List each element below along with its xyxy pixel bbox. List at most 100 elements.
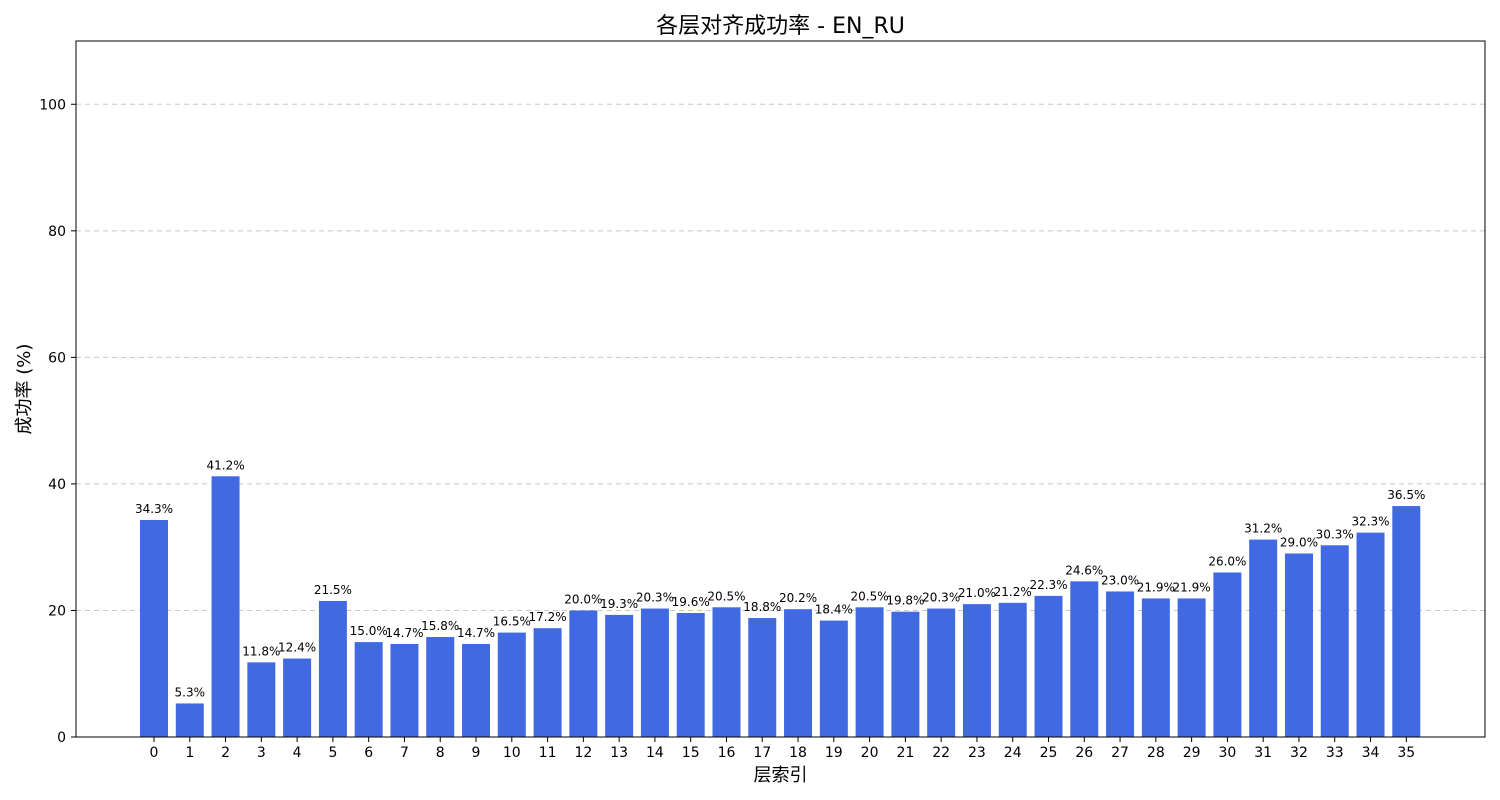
y-axis-label: 成功率 (%) xyxy=(14,344,35,435)
y-tick-label: 0 xyxy=(57,730,66,746)
bar-17 xyxy=(748,618,777,737)
data-label-10: 16.5% xyxy=(493,615,531,629)
data-label-15: 19.6% xyxy=(672,595,710,609)
x-tick-label-7: 7 xyxy=(400,745,409,761)
data-label-31: 31.2% xyxy=(1244,522,1282,536)
x-tick-label-12: 12 xyxy=(574,745,592,761)
x-tick-label-23: 23 xyxy=(968,745,986,761)
x-tick-label-25: 25 xyxy=(1040,745,1058,761)
bar-1 xyxy=(175,703,204,737)
bar-22 xyxy=(927,608,956,737)
x-tick-label-27: 27 xyxy=(1111,745,1129,761)
bar-31 xyxy=(1249,539,1278,737)
x-tick-label-26: 26 xyxy=(1075,745,1093,761)
data-label-35: 36.5% xyxy=(1387,488,1425,502)
data-label-12: 20.0% xyxy=(564,592,602,606)
x-tick-label-32: 32 xyxy=(1290,745,1308,761)
data-label-16: 20.5% xyxy=(707,589,745,603)
bar-11 xyxy=(533,628,562,737)
x-tick-label-4: 4 xyxy=(293,745,302,761)
x-tick-label-13: 13 xyxy=(610,745,628,761)
x-tick-label-33: 33 xyxy=(1326,745,1344,761)
bar-30 xyxy=(1213,572,1242,737)
x-tick-label-16: 16 xyxy=(718,745,736,761)
x-tick-label-3: 3 xyxy=(257,745,266,761)
x-tick-label-34: 34 xyxy=(1362,745,1380,761)
bar-24 xyxy=(998,602,1027,737)
bar-28 xyxy=(1141,598,1170,737)
data-label-27: 23.0% xyxy=(1101,573,1139,587)
data-label-17: 18.8% xyxy=(743,600,781,614)
data-label-25: 22.3% xyxy=(1029,578,1067,592)
data-label-2: 41.2% xyxy=(206,458,244,472)
bar-16 xyxy=(712,607,741,737)
data-label-3: 11.8% xyxy=(242,644,280,658)
x-tick-label-19: 19 xyxy=(825,745,843,761)
data-label-1: 5.3% xyxy=(175,685,206,699)
data-label-24: 21.2% xyxy=(994,585,1032,599)
bar-20 xyxy=(855,607,884,737)
y-tick-label: 40 xyxy=(48,477,66,493)
data-label-14: 20.3% xyxy=(636,591,674,605)
data-label-32: 29.0% xyxy=(1280,536,1318,550)
bar-23 xyxy=(962,604,991,737)
data-label-8: 15.8% xyxy=(421,619,459,633)
bar-0 xyxy=(140,519,168,737)
data-label-34: 32.3% xyxy=(1351,515,1389,529)
y-tick-label: 80 xyxy=(48,224,66,240)
data-label-19: 18.4% xyxy=(815,603,853,617)
data-label-13: 19.3% xyxy=(600,597,638,611)
bar-29 xyxy=(1177,598,1206,737)
data-label-33: 30.3% xyxy=(1316,527,1354,541)
bar-12 xyxy=(569,610,598,737)
x-tick-label-31: 31 xyxy=(1254,745,1272,761)
data-label-26: 24.6% xyxy=(1065,563,1103,577)
data-label-21: 19.8% xyxy=(886,594,924,608)
bar-9 xyxy=(462,643,491,737)
data-label-0: 34.3% xyxy=(135,502,173,516)
x-tick-label-14: 14 xyxy=(646,745,664,761)
data-label-28: 21.9% xyxy=(1137,580,1175,594)
bar-34 xyxy=(1356,532,1385,737)
x-tick-label-9: 9 xyxy=(472,745,481,761)
x-axis-ticks: 0 1 2 3 4 5 6 7 8 9 10 11 12 13 14 15 16 17 18 19 20 21 22 23 24… xyxy=(150,737,1415,761)
x-tick-label-20: 20 xyxy=(861,745,879,761)
data-label-9: 14.7% xyxy=(457,626,495,640)
bar-32 xyxy=(1284,553,1313,737)
x-tick-label-5: 5 xyxy=(328,745,337,761)
data-label-7: 14.7% xyxy=(385,626,423,640)
bar-19 xyxy=(819,620,848,737)
bar-8 xyxy=(426,637,455,737)
bar-5 xyxy=(318,600,347,737)
x-tick-label-28: 28 xyxy=(1147,745,1165,761)
x-tick-label-8: 8 xyxy=(436,745,445,761)
y-tick-label: 100 xyxy=(39,97,66,113)
bar-10 xyxy=(497,632,526,737)
data-label-30: 26.0% xyxy=(1208,554,1246,568)
data-label-20: 20.5% xyxy=(851,589,889,603)
bar-2 xyxy=(211,476,240,737)
bar-35 xyxy=(1392,506,1421,737)
x-tick-label-2: 2 xyxy=(221,745,230,761)
x-tick-label-11: 11 xyxy=(539,745,557,761)
x-tick-label-22: 22 xyxy=(932,745,950,761)
x-tick-label-17: 17 xyxy=(753,745,771,761)
bar-21 xyxy=(891,611,920,737)
x-tick-label-29: 29 xyxy=(1183,745,1201,761)
x-tick-label-1: 1 xyxy=(185,745,194,761)
y-tick-label: 20 xyxy=(48,603,66,619)
bar-7 xyxy=(390,643,419,737)
data-label-6: 15.0% xyxy=(350,624,388,638)
bar-4 xyxy=(283,658,312,737)
x-tick-label-21: 21 xyxy=(896,745,914,761)
data-label-22: 20.3% xyxy=(922,591,960,605)
y-tick-label: 60 xyxy=(48,350,66,366)
x-tick-label-6: 6 xyxy=(364,745,373,761)
bar-15 xyxy=(676,612,705,737)
bars-layer xyxy=(140,476,1421,737)
data-label-5: 21.5% xyxy=(314,583,352,597)
x-tick-label-0: 0 xyxy=(150,745,159,761)
bar-25 xyxy=(1034,595,1063,737)
